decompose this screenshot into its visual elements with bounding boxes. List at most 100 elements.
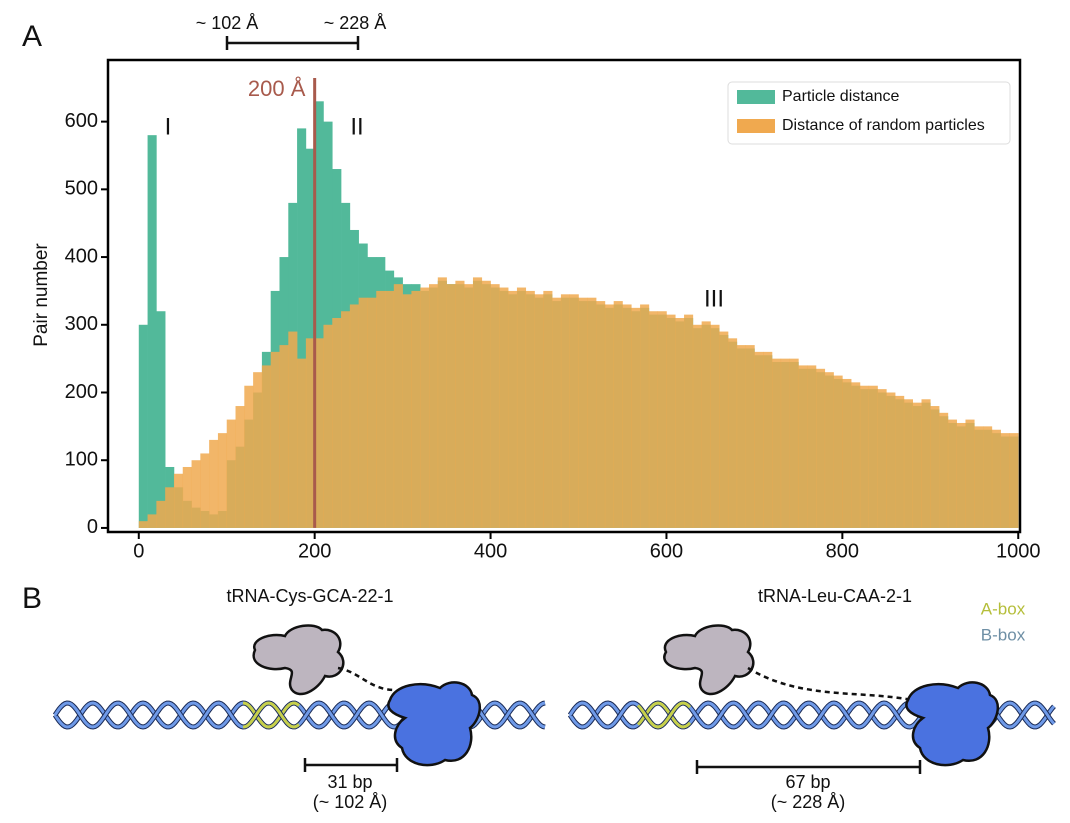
bar (288, 331, 298, 528)
linker (337, 666, 396, 692)
bar (771, 358, 782, 528)
bar (367, 297, 377, 528)
bar (648, 311, 658, 528)
peak-label: I (165, 113, 172, 140)
panel-label: A (22, 20, 42, 53)
bar (349, 304, 359, 528)
bar (314, 101, 324, 528)
bar (270, 351, 280, 528)
bar (165, 487, 175, 528)
bracket-label: ~ 228 Å (324, 13, 387, 33)
bar (622, 304, 632, 528)
y-tick-label: 500 (65, 178, 98, 200)
linker (747, 666, 913, 702)
bar (261, 365, 272, 528)
legend-box (727, 81, 1011, 145)
bar (314, 338, 324, 528)
a-box-strand (242, 701, 300, 729)
bar (780, 358, 790, 528)
scale-bars (303, 758, 922, 774)
bar (719, 331, 729, 528)
bar (402, 294, 412, 528)
construct-title: tRNA-Leu-CAA-2-1 (758, 586, 912, 606)
bar (710, 324, 720, 528)
bar (657, 311, 667, 528)
spacing-label: 31 bp (327, 772, 372, 792)
bar (147, 514, 157, 528)
bar (552, 297, 562, 528)
bar (701, 321, 711, 528)
reference-label: 200 Å (248, 76, 306, 101)
bar (499, 287, 509, 528)
bar (429, 284, 439, 528)
bar (684, 314, 694, 528)
tfiic-tau (252, 624, 345, 696)
bar (983, 426, 993, 528)
tfiic-tauB (905, 681, 999, 767)
peak-label: III (704, 285, 724, 312)
tfiic-tau (663, 624, 755, 696)
bar (543, 290, 553, 528)
bar (824, 372, 834, 528)
range-bracket (225, 36, 360, 50)
bar (508, 290, 518, 528)
plot-frame (106, 58, 1022, 534)
bar (323, 324, 333, 528)
bar (956, 422, 966, 528)
y-tick-label: 0 (87, 516, 98, 538)
bar (736, 345, 746, 528)
bar (868, 385, 878, 528)
bar (173, 473, 184, 528)
legend-swatch (737, 119, 775, 133)
bar (420, 287, 430, 528)
bar (385, 290, 395, 528)
bracket-label: ~ 102 Å (196, 13, 259, 33)
bar (472, 277, 483, 528)
bar (754, 351, 764, 528)
legend-a-box: A-box (981, 599, 1026, 618)
distance-label: (~ 102 Å) (313, 792, 388, 812)
x-tick-label: 800 (826, 540, 859, 562)
legend-b-box: B-box (981, 625, 1026, 644)
bar (974, 426, 984, 528)
bar (393, 284, 403, 528)
legend-label: Distance of random particles (782, 117, 985, 134)
bar (807, 365, 817, 528)
bar (631, 307, 641, 528)
bar (200, 453, 210, 528)
bar (895, 395, 905, 528)
bar (798, 365, 808, 528)
bar (587, 297, 597, 528)
bar (147, 135, 157, 528)
bar (191, 460, 201, 528)
y-tick-label: 600 (65, 110, 98, 132)
bar (297, 128, 307, 528)
bar (253, 372, 263, 528)
bar (675, 318, 685, 528)
bar (138, 521, 148, 528)
bar (138, 324, 148, 528)
legend-label: Particle distance (782, 88, 899, 105)
bar (1000, 433, 1010, 528)
y-tick-label: 400 (65, 245, 98, 267)
bar (666, 314, 676, 528)
bar (437, 277, 447, 528)
bar (578, 297, 588, 528)
bar (358, 297, 368, 528)
proteins (252, 624, 999, 767)
bar (886, 392, 896, 528)
bar (156, 311, 166, 528)
bar (332, 318, 342, 528)
bar (156, 500, 166, 528)
bar (244, 385, 254, 528)
bar (516, 287, 527, 528)
construct-title: tRNA-Cys-GCA-22-1 (226, 586, 393, 606)
bar (604, 304, 614, 528)
bar (903, 399, 914, 528)
a-box-strand (636, 701, 692, 729)
bar (217, 433, 228, 528)
bar (877, 389, 887, 528)
bar (235, 406, 245, 528)
bar (490, 284, 500, 528)
bar (815, 368, 826, 528)
